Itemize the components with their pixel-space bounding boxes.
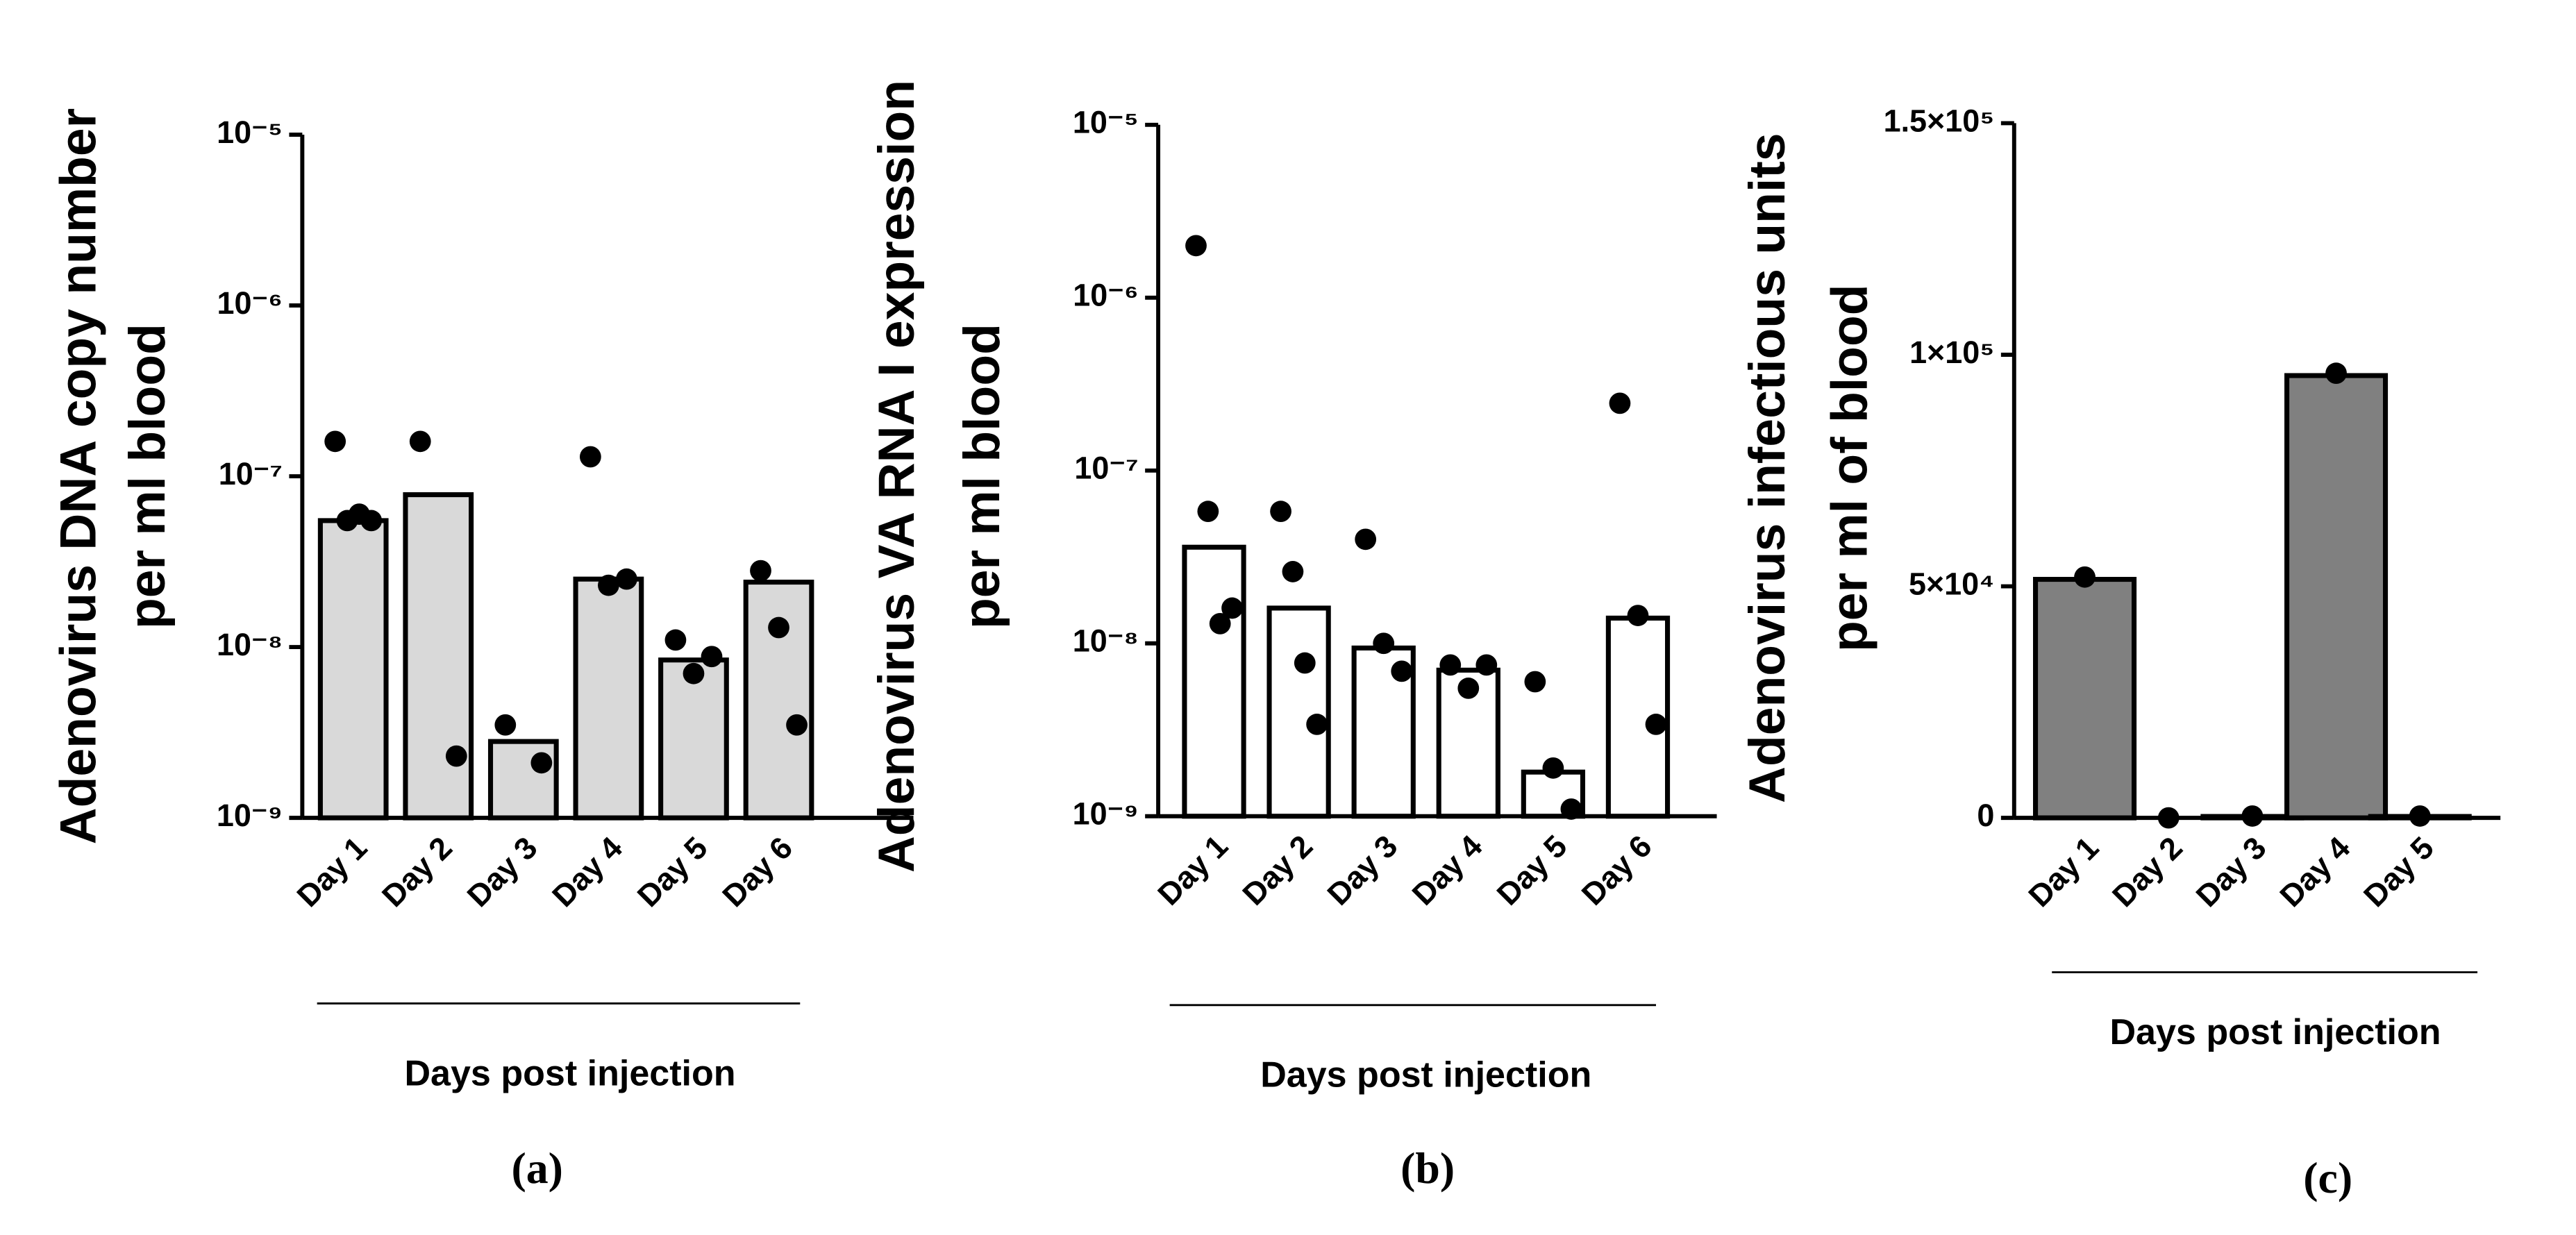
y-axis-label: per ml blood xyxy=(953,324,1010,629)
x-tick-label: Day 1 xyxy=(1151,828,1235,912)
x-tick-label: Day 4 xyxy=(2273,830,2357,914)
data-point xyxy=(1185,235,1207,257)
data-point xyxy=(2325,362,2347,385)
data-point xyxy=(1221,597,1243,619)
data-point xyxy=(1439,654,1462,676)
y-tick-label: 10⁻⁷ xyxy=(219,456,283,492)
data-point xyxy=(1294,652,1316,674)
data-point xyxy=(598,574,619,596)
x-axis-label: Days post injection xyxy=(1260,1055,1591,1095)
y-tick-label: 10⁻⁸ xyxy=(217,627,283,662)
data-point xyxy=(445,745,467,767)
data-point xyxy=(530,752,553,774)
data-point xyxy=(683,662,705,684)
bar xyxy=(487,739,559,821)
y-axis-label: Adenovirus VA RNA I expression xyxy=(868,80,925,873)
y-axis-label: Adenovirus DNA copy number xyxy=(50,108,107,845)
x-tick-label: Day 5 xyxy=(2357,830,2441,914)
data-point xyxy=(1645,714,1667,735)
data-point xyxy=(1609,392,1631,414)
data-point xyxy=(701,646,723,668)
y-tick-label: 10⁻⁸ xyxy=(1073,623,1139,659)
data-point xyxy=(1524,671,1546,693)
x-tick-label: Day 5 xyxy=(1490,828,1574,912)
data-point xyxy=(1355,528,1377,551)
bar xyxy=(403,492,474,821)
y-axis-label: per ml blood xyxy=(119,324,176,629)
data-point xyxy=(324,430,346,453)
data-point xyxy=(664,629,687,651)
data-point xyxy=(768,616,789,639)
panel-label: (c) xyxy=(2303,1153,2352,1202)
y-tick-label: 10⁻⁹ xyxy=(1073,796,1139,832)
y-tick-label: 10⁻⁶ xyxy=(217,285,283,321)
y-tick-label: 1.5×10⁵ xyxy=(1884,103,1995,138)
data-point xyxy=(1542,757,1564,779)
y-tick-label: 5×10⁴ xyxy=(1909,566,1994,601)
panel-label: (a) xyxy=(511,1143,562,1193)
panel-label: (b) xyxy=(1400,1143,1455,1193)
data-point xyxy=(1391,660,1413,682)
bar xyxy=(2284,373,2389,821)
x-axis-label: Days post injection xyxy=(404,1053,735,1093)
x-tick-label: Day 3 xyxy=(460,830,544,914)
data-point xyxy=(750,560,771,582)
data-point xyxy=(360,510,383,532)
x-tick-label: Day 6 xyxy=(715,830,799,914)
data-point xyxy=(494,714,517,736)
x-tick-label: Day 6 xyxy=(1575,828,1659,912)
y-axis-label: Adenovirus infectious units xyxy=(1739,133,1796,803)
data-point xyxy=(1197,501,1219,523)
y-tick-label: 10⁻⁷ xyxy=(1074,451,1138,486)
y-tick-label: 10⁻⁵ xyxy=(1073,105,1139,140)
bar xyxy=(573,576,644,821)
data-point xyxy=(1627,605,1649,626)
data-point xyxy=(1475,654,1498,676)
x-tick-label: Day 1 xyxy=(2021,830,2105,914)
bar xyxy=(1182,544,1246,819)
data-point xyxy=(1457,678,1480,699)
data-point xyxy=(579,446,601,468)
x-tick-label: Day 4 xyxy=(1405,828,1489,912)
y-tick-label: 10⁻⁹ xyxy=(217,798,283,833)
x-tick-label: Day 1 xyxy=(290,830,374,914)
data-point xyxy=(1373,632,1395,655)
bar xyxy=(317,518,389,821)
x-tick-label: Day 4 xyxy=(545,830,629,914)
data-point xyxy=(1282,561,1304,582)
data-point xyxy=(1270,501,1291,523)
y-tick-label: 10⁻⁶ xyxy=(1073,278,1138,313)
x-axis-label: Days post injection xyxy=(2109,1012,2441,1052)
bar xyxy=(1266,605,1331,819)
x-tick-label: Day 2 xyxy=(375,830,459,914)
data-point xyxy=(1209,613,1231,635)
x-tick-label: Day 5 xyxy=(630,830,714,914)
bar xyxy=(2033,576,2137,821)
x-tick-label: Day 2 xyxy=(2105,830,2189,914)
data-point xyxy=(1306,714,1328,735)
y-tick-label: 0 xyxy=(1977,798,1994,833)
x-tick-label: Day 2 xyxy=(1235,828,1319,912)
y-tick-label: 10⁻⁵ xyxy=(217,115,283,150)
data-point xyxy=(786,714,808,736)
x-tick-label: Day 3 xyxy=(2189,830,2273,914)
y-tick-label: 1×10⁵ xyxy=(1909,335,1994,370)
y-axis-label: per ml of blood xyxy=(1821,284,1877,652)
x-tick-label: Day 3 xyxy=(1321,828,1405,912)
data-point xyxy=(2074,566,2096,588)
data-point xyxy=(616,568,637,590)
data-point xyxy=(409,430,431,453)
